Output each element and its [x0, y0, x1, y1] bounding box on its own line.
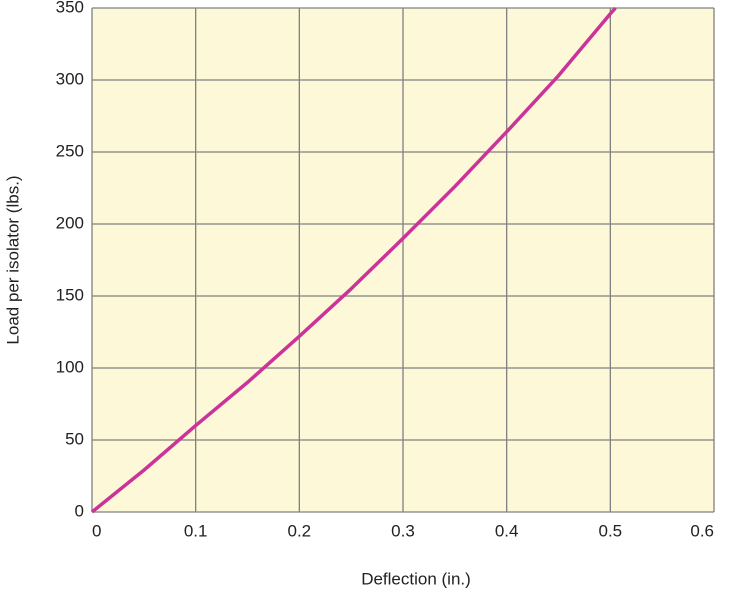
- y-tick-label: 100: [56, 357, 84, 376]
- y-tick-label: 300: [56, 69, 84, 88]
- y-tick-label: 250: [56, 141, 84, 160]
- data-line: [90, 6, 617, 514]
- x-tick-label: 0.3: [391, 521, 415, 540]
- y-tick-label: 200: [56, 213, 84, 232]
- x-tick-label: 0: [92, 521, 101, 540]
- x-tick-label: 0.2: [288, 521, 312, 540]
- x-tick-label: 0.1: [184, 521, 208, 540]
- y-tick-label: 150: [56, 285, 84, 304]
- y-axis-label: Load per isolator (lbs.): [3, 175, 22, 344]
- x-tick-label: 0.5: [599, 521, 623, 540]
- x-tick-label: 0.4: [495, 521, 519, 540]
- y-tick-label: 350: [56, 0, 84, 16]
- x-axis-label: Deflection (in.): [361, 569, 471, 588]
- y-tick-label: 50: [65, 429, 84, 448]
- x-tick-label: 0.6: [690, 521, 714, 540]
- y-tick-label: 0: [75, 501, 84, 520]
